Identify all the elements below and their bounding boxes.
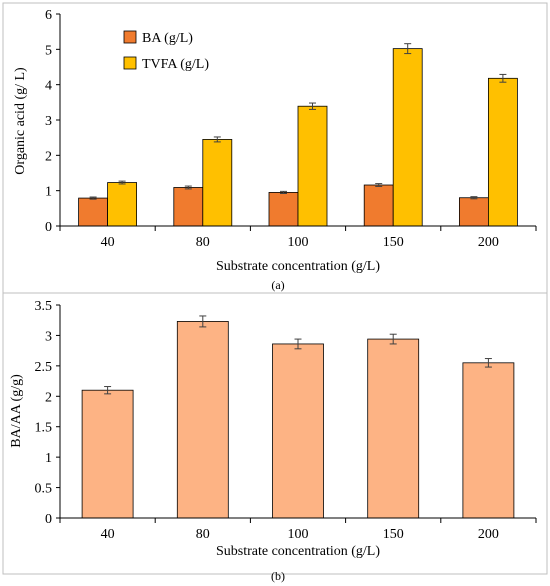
error-bar	[280, 190, 287, 194]
bar	[78, 197, 108, 227]
bar	[458, 197, 489, 227]
bar	[107, 182, 137, 227]
bar	[81, 389, 134, 519]
panel-b-label: (b)	[271, 569, 285, 583]
error-bar	[375, 183, 383, 187]
y-tick-label: 1	[45, 185, 52, 200]
panel-a: 0 1 2 3 4 5 6 40 80 100 150 200 BA (g/L) TVFA (g/L)…	[2, 2, 548, 296]
y-tick-label: 5	[45, 43, 52, 58]
y-tick-label: 2	[45, 390, 52, 405]
panel-a-legend: BA (g/L) TVFA (g/L)	[123, 30, 209, 72]
error-bar	[213, 136, 221, 143]
y-tick-label: 3.5	[35, 299, 53, 314]
panel-b: 0 0.5 1 1.5 2 2.5 3 3.5 40 80 100 150 200 BA/AA (g/g…	[2, 292, 548, 583]
bar	[392, 48, 423, 227]
x-tick-label: 100	[288, 235, 309, 250]
bar	[272, 343, 324, 519]
bar	[487, 77, 518, 227]
y-tick-label: 3	[45, 114, 52, 129]
y-tick-label: 6	[45, 8, 52, 23]
error-bar	[484, 358, 492, 368]
error-bar	[184, 185, 192, 190]
x-tick-label: 40	[101, 235, 115, 250]
y-tick-label: 2	[45, 149, 52, 164]
bar	[462, 362, 515, 519]
y-tick-label: 4	[45, 79, 52, 94]
error-bar	[499, 73, 507, 83]
panel-a-x-axis-title: Substrate concentration (g/L)	[216, 259, 380, 274]
bar	[173, 187, 204, 227]
error-bar	[404, 43, 412, 55]
legend-label-tvfa: TVFA (g/L)	[142, 57, 209, 72]
legend-swatch-tvfa	[123, 56, 137, 70]
panel-b-marks: 0 0.5 1 1.5 2 2.5 3 3.5 40 80 100 150 200	[35, 299, 537, 542]
y-tick-label: 3	[45, 329, 52, 344]
bar	[176, 321, 229, 519]
error-bar	[470, 196, 478, 200]
error-bar	[89, 196, 97, 200]
x-tick-label: 80	[196, 235, 210, 250]
bar	[202, 139, 233, 227]
x-tick-label: 40	[101, 527, 115, 542]
panel-a-y-axis-title: Organic acid (g/ L)	[13, 67, 28, 175]
y-tick-label: 1	[45, 451, 52, 466]
bar	[363, 184, 394, 227]
bar	[268, 192, 299, 227]
y-tick-label: 0	[45, 512, 52, 527]
legend-label-ba: BA (g/L)	[142, 31, 193, 46]
panel-b-x-axis-title: Substrate concentration (g/L)	[216, 544, 380, 559]
x-tick-label: 100	[288, 527, 309, 542]
y-tick-label: 0	[45, 220, 52, 235]
y-tick-label: 0.5	[35, 482, 53, 497]
x-tick-label: 200	[478, 527, 499, 542]
error-bar	[309, 102, 316, 110]
panel-b-y-axis-title: BA/AA (g/g)	[9, 374, 24, 448]
x-tick-label: 150	[383, 527, 404, 542]
x-tick-label: 80	[196, 527, 210, 542]
panel-a-marks: 0 1 2 3 4 5 6 40 80 100 150 200	[45, 8, 537, 250]
bar	[367, 338, 420, 519]
error-bar	[104, 386, 112, 395]
y-tick-label: 1.5	[35, 421, 53, 436]
x-tick-label: 200	[478, 235, 499, 250]
error-bar	[118, 180, 126, 185]
legend-swatch-ba	[123, 30, 137, 44]
error-bar	[389, 333, 397, 345]
y-tick-label: 2.5	[35, 360, 53, 375]
x-tick-label: 150	[383, 235, 404, 250]
error-bar	[294, 338, 302, 350]
error-bar	[199, 315, 207, 328]
panel-a-frame	[2, 2, 548, 296]
bar	[297, 105, 328, 227]
panel-a-label: (a)	[271, 278, 284, 292]
